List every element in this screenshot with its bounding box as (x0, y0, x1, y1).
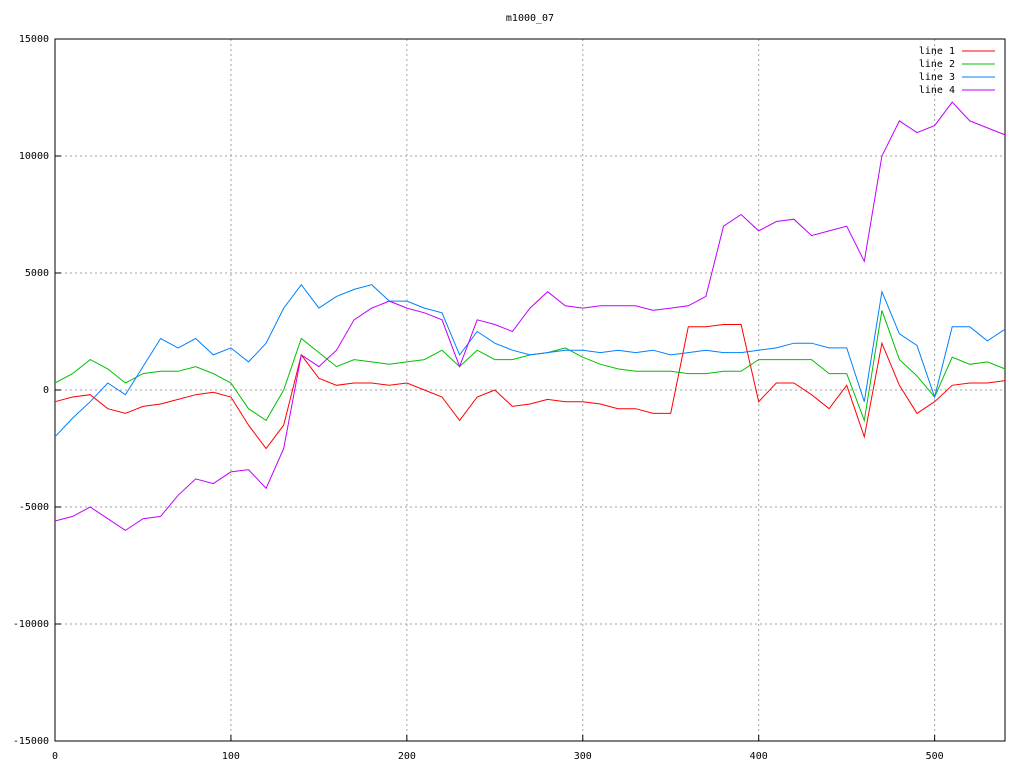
legend-label: line 2 (919, 59, 955, 70)
x-tick-label: 300 (574, 751, 592, 762)
x-tick-label: 200 (398, 751, 416, 762)
y-tick-label: -5000 (19, 502, 49, 513)
y-tick-label: 15000 (19, 34, 49, 45)
series-line (54, 101, 1006, 532)
y-tick-label: 10000 (19, 151, 49, 162)
legend-label: line 3 (919, 72, 955, 83)
x-tick-label: 500 (926, 751, 944, 762)
chart-title: m1000_07 (506, 13, 554, 24)
y-tick-label: 5000 (25, 268, 49, 279)
plot-frame (54, 38, 1006, 742)
legend-label: line 4 (919, 85, 955, 96)
y-tick-label: -10000 (13, 619, 49, 630)
x-tick-label: 0 (52, 751, 58, 762)
y-tick-label: -15000 (13, 736, 49, 747)
y-tick-label: 0 (43, 385, 49, 396)
series-line (54, 324, 1006, 450)
x-tick-label: 100 (222, 751, 240, 762)
series-line (54, 283, 1006, 438)
legend-label: line 1 (919, 46, 955, 57)
x-tick-label: 400 (750, 751, 768, 762)
